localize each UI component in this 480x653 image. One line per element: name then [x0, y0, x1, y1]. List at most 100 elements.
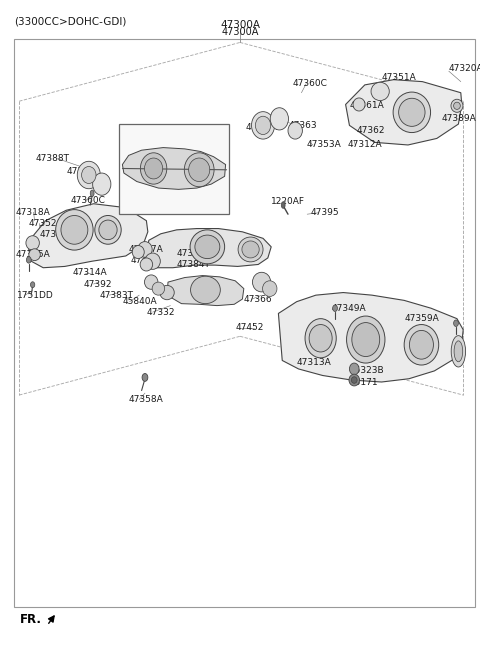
- Text: FR.: FR.: [20, 613, 42, 626]
- Text: (3300CC>DOHC-GDI): (3300CC>DOHC-GDI): [14, 16, 127, 26]
- Ellipse shape: [184, 153, 214, 187]
- Ellipse shape: [191, 276, 220, 304]
- Text: 47320A: 47320A: [449, 64, 480, 73]
- Ellipse shape: [31, 282, 35, 288]
- Ellipse shape: [288, 122, 302, 139]
- Text: 47308B: 47308B: [145, 151, 180, 160]
- Ellipse shape: [144, 275, 158, 289]
- Bar: [14, 39, 475, 607]
- Text: 47362: 47362: [356, 126, 384, 135]
- Ellipse shape: [93, 173, 111, 195]
- Ellipse shape: [26, 257, 31, 263]
- Ellipse shape: [144, 158, 163, 179]
- Ellipse shape: [252, 272, 271, 292]
- Ellipse shape: [353, 98, 365, 111]
- Text: 47364: 47364: [177, 249, 205, 258]
- Ellipse shape: [454, 320, 458, 326]
- Ellipse shape: [140, 258, 153, 271]
- Ellipse shape: [252, 112, 275, 139]
- Text: 47318A: 47318A: [15, 208, 50, 217]
- Text: 47366: 47366: [244, 295, 273, 304]
- Text: 47361A: 47361A: [349, 101, 384, 110]
- Polygon shape: [278, 293, 463, 382]
- Text: 47389A: 47389A: [442, 114, 476, 123]
- Polygon shape: [122, 148, 226, 189]
- Ellipse shape: [189, 158, 210, 182]
- Ellipse shape: [347, 316, 385, 363]
- Text: 47452: 47452: [235, 323, 264, 332]
- Ellipse shape: [255, 116, 271, 135]
- Ellipse shape: [190, 230, 225, 264]
- Ellipse shape: [409, 330, 433, 359]
- Ellipse shape: [145, 253, 160, 269]
- Ellipse shape: [263, 281, 277, 296]
- Ellipse shape: [160, 285, 174, 300]
- Text: 47351A: 47351A: [382, 72, 416, 82]
- Text: 47349A: 47349A: [331, 304, 366, 313]
- Ellipse shape: [349, 374, 360, 386]
- Text: 47300A: 47300A: [221, 27, 259, 37]
- Text: 47300A: 47300A: [220, 20, 260, 30]
- Ellipse shape: [99, 220, 117, 240]
- Ellipse shape: [61, 215, 88, 244]
- Text: 47388T: 47388T: [36, 154, 70, 163]
- Ellipse shape: [138, 242, 152, 257]
- Ellipse shape: [238, 237, 263, 262]
- Ellipse shape: [142, 374, 148, 381]
- Ellipse shape: [132, 246, 144, 259]
- Text: 47357A: 47357A: [129, 245, 163, 254]
- Text: 47363: 47363: [289, 121, 318, 130]
- Ellipse shape: [152, 282, 165, 295]
- Text: 47360C: 47360C: [71, 196, 106, 205]
- Ellipse shape: [270, 108, 288, 130]
- Text: 47358A: 47358A: [129, 395, 163, 404]
- Text: 47359A: 47359A: [404, 314, 439, 323]
- Ellipse shape: [242, 241, 259, 258]
- Ellipse shape: [95, 215, 121, 244]
- Polygon shape: [29, 204, 148, 268]
- Ellipse shape: [90, 190, 94, 197]
- Text: 47383T: 47383T: [100, 291, 134, 300]
- Ellipse shape: [82, 167, 96, 183]
- Ellipse shape: [333, 305, 337, 311]
- Ellipse shape: [309, 325, 332, 352]
- Text: 47354A: 47354A: [404, 336, 439, 345]
- Ellipse shape: [352, 323, 380, 357]
- Ellipse shape: [281, 202, 285, 208]
- Ellipse shape: [451, 336, 466, 367]
- Text: 47332: 47332: [146, 308, 175, 317]
- Ellipse shape: [393, 92, 431, 133]
- Bar: [119, 124, 229, 214]
- Polygon shape: [146, 229, 271, 268]
- Text: 47363: 47363: [66, 167, 95, 176]
- Text: 47353A: 47353A: [306, 140, 341, 150]
- Text: 1220AF: 1220AF: [271, 197, 305, 206]
- Text: 45840A: 45840A: [122, 297, 157, 306]
- Text: 47465: 47465: [131, 256, 159, 265]
- Ellipse shape: [56, 210, 93, 250]
- Text: 47360C: 47360C: [293, 79, 328, 88]
- Text: 47355A: 47355A: [15, 250, 50, 259]
- Ellipse shape: [140, 153, 167, 184]
- Ellipse shape: [195, 235, 220, 259]
- Ellipse shape: [29, 249, 40, 261]
- Text: 47383: 47383: [39, 230, 68, 239]
- Ellipse shape: [351, 377, 357, 383]
- Ellipse shape: [404, 325, 439, 365]
- Ellipse shape: [26, 236, 39, 250]
- Ellipse shape: [77, 161, 100, 189]
- Text: 47384T: 47384T: [177, 260, 211, 269]
- Ellipse shape: [451, 99, 463, 112]
- Ellipse shape: [454, 341, 463, 362]
- Text: 47312A: 47312A: [348, 140, 383, 150]
- Text: 47314A: 47314A: [73, 268, 108, 278]
- Polygon shape: [346, 80, 462, 145]
- Text: 47352A: 47352A: [29, 219, 63, 228]
- Ellipse shape: [305, 319, 336, 358]
- Text: 47386T: 47386T: [246, 123, 280, 132]
- Ellipse shape: [371, 82, 389, 101]
- Text: 45323B: 45323B: [349, 366, 384, 375]
- Text: 47395: 47395: [311, 208, 340, 217]
- Ellipse shape: [349, 363, 359, 375]
- Text: 1751DD: 1751DD: [17, 291, 54, 300]
